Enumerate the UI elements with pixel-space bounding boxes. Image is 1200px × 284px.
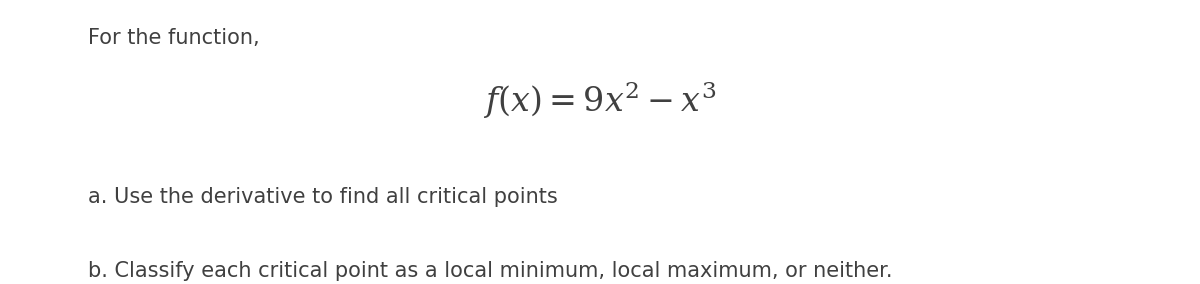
Text: b. Classify each critical point as a local minimum, local maximum, or neither.: b. Classify each critical point as a loc… bbox=[88, 261, 892, 281]
Text: $f(x) = 9x^2 - x^3$: $f(x) = 9x^2 - x^3$ bbox=[484, 80, 716, 121]
Text: a. Use the derivative to find all critical points: a. Use the derivative to find all critic… bbox=[88, 187, 557, 207]
Text: For the function,: For the function, bbox=[88, 28, 259, 48]
